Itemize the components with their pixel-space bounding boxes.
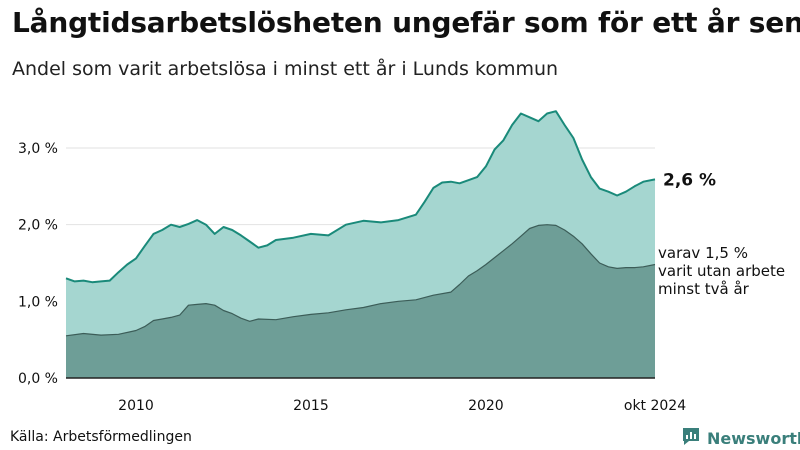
y-tick-label: 2,0 % [18,218,58,234]
longterm-end-label: varav 1,5 % [658,244,748,262]
longterm-end-label: minst två år [658,280,750,298]
total-end-label: 2,6 % [663,170,716,190]
longterm-end-label: varit utan arbete [658,262,785,280]
x-tick-label: okt 2024 [624,398,686,414]
x-tick-label: 2015 [293,398,329,414]
brand[interactable]: Newsworthy [681,426,800,450]
chart-title: Långtidsarbetslösheten ungefär som för e… [12,6,800,39]
brand-name: Newsworthy [707,428,800,448]
y-tick-label: 3,0 % [18,141,58,157]
longterm-area [66,224,655,378]
newsworthy-logo-icon [681,426,701,450]
x-tick-label: 2010 [118,398,154,414]
x-tick-label: 2020 [468,398,504,414]
y-tick-label: 1,0 % [18,294,58,310]
y-tick-label: 0,0 % [18,371,58,387]
source-note: Källa: Arbetsförmedlingen [10,429,192,445]
longterm-line [65,224,656,337]
total-line [65,110,656,284]
chart-subtitle: Andel som varit arbetslösa i minst ett å… [12,58,559,80]
